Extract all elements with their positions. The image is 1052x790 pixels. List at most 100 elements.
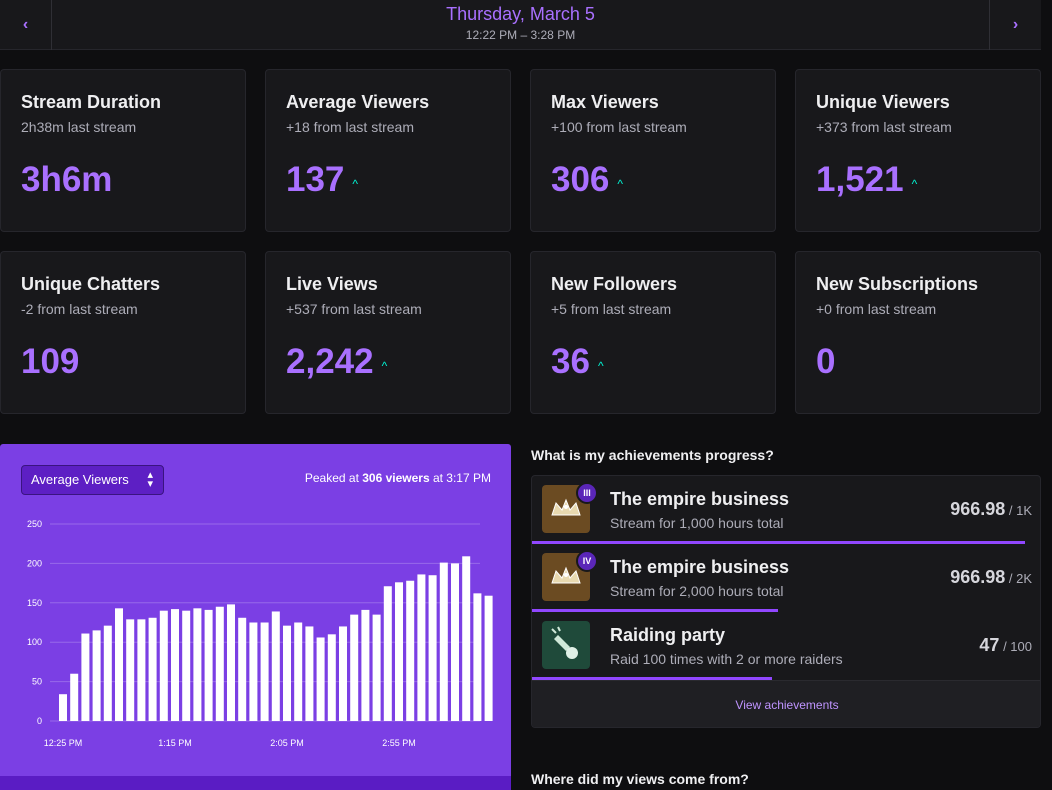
stat-value: 36 (551, 342, 590, 381)
chart-bar[interactable] (327, 634, 336, 721)
stat-comparison: 2h38m last stream (21, 119, 137, 135)
chart-bar[interactable] (227, 604, 235, 721)
achievement-progress-bar (532, 677, 772, 680)
chevron-right-icon: › (1012, 16, 1019, 33)
chart-bar[interactable] (126, 619, 135, 721)
stream-time-range: 12:22 PM – 3:28 PM (465, 28, 576, 42)
chart-bar[interactable] (70, 673, 79, 721)
views-source-heading: Where did my views come from? (531, 771, 749, 787)
peak-suffix: at 3:17 PM (429, 471, 491, 485)
chart-bar[interactable] (305, 626, 314, 721)
chart-bar[interactable] (238, 617, 247, 721)
previous-stream-button[interactable]: ‹ (0, 0, 52, 50)
view-achievements-link[interactable]: View achievements (532, 680, 1040, 727)
stat-title: Stream Duration (21, 92, 162, 112)
chart-bar[interactable] (204, 609, 213, 721)
chart-bar[interactable] (59, 694, 67, 721)
stat-value: 0 (816, 342, 836, 381)
stat-card-unique-chatters: Unique Chatters -2 from last stream 109 (0, 251, 246, 414)
chart-bar[interactable] (294, 622, 303, 722)
chart-bar[interactable] (372, 614, 381, 721)
chart-bar[interactable] (81, 633, 90, 721)
stat-value: 1,521 (816, 160, 904, 199)
chart-bar[interactable] (137, 619, 146, 721)
chart-bar[interactable] (417, 574, 426, 721)
achievement-name: Raiding party (610, 625, 726, 645)
achievement-target: / 1K (1008, 503, 1032, 518)
chart-bar[interactable] (115, 608, 123, 721)
chart-bar[interactable] (473, 593, 482, 721)
stat-title: Unique Viewers (816, 92, 950, 112)
y-tick-label: 150 (27, 598, 42, 608)
achievement-progress: 966.98 / 1K (950, 499, 1032, 520)
chart-bar[interactable] (249, 622, 258, 722)
achievement-item[interactable]: Raiding party Raid 100 times with 2 or m… (532, 612, 1040, 680)
chart-bar[interactable] (159, 610, 168, 721)
crown-icon (542, 553, 590, 601)
tier-badge: III (576, 482, 598, 504)
achievement-name: The empire business (610, 557, 790, 577)
chart-bar[interactable] (361, 609, 370, 721)
stat-value: 137 (286, 160, 345, 199)
stat-value: 109 (21, 342, 80, 381)
achievement-item[interactable]: III The empire business Stream for 1,000… (532, 476, 1040, 544)
trend-up-icon: ^ (911, 176, 918, 191)
peak-prefix: Peaked at (304, 471, 363, 485)
y-tick-label: 200 (27, 558, 42, 568)
metric-select-value: Average Viewers (31, 472, 129, 487)
y-tick-label: 250 (27, 519, 42, 529)
achievement-name: The empire business (610, 489, 790, 509)
chart-bar[interactable] (103, 625, 112, 721)
chart-bar[interactable] (339, 626, 347, 721)
chart-bar[interactable] (439, 562, 448, 721)
stat-value: 306 (551, 160, 610, 199)
chart-bar[interactable] (148, 617, 157, 721)
rocket-icon (542, 621, 590, 669)
stat-card-new-subscriptions: New Subscriptions +0 from last stream 0 (795, 251, 1041, 414)
x-tick-label: 2:05 PM (270, 738, 304, 748)
date-navigation-bar: ‹ Thursday, March 5 12:22 PM – 3:28 PM › (0, 0, 1041, 50)
achievement-progress: 47 / 100 (979, 635, 1032, 656)
chart-bar[interactable] (350, 614, 359, 721)
chart-bar[interactable] (283, 625, 291, 721)
chart-bar[interactable] (215, 606, 224, 721)
y-tick-label: 100 (27, 637, 42, 647)
trend-up-icon: ^ (617, 176, 624, 191)
achievements-heading: What is my achievements progress? (531, 447, 774, 463)
chart-bar[interactable] (271, 611, 280, 721)
x-tick-label: 2:55 PM (382, 738, 416, 748)
achievement-description: Raid 100 times with 2 or more raiders (610, 651, 843, 667)
stat-title: New Subscriptions (816, 274, 979, 294)
stat-card-unique-viewers: Unique Viewers +373 from last stream 1,5… (795, 69, 1041, 232)
chart-bar[interactable] (484, 595, 493, 721)
stat-comparison: +100 from last stream (551, 119, 687, 135)
chart-bar[interactable] (428, 575, 437, 721)
chart-bar[interactable] (395, 582, 403, 721)
chart-bar[interactable] (193, 608, 202, 721)
chart-bar[interactable] (92, 630, 101, 721)
trend-up-icon: ^ (352, 176, 359, 191)
metric-select[interactable]: Average Viewers ▴ ▾ (21, 465, 164, 495)
chart-bar[interactable] (316, 637, 325, 721)
viewers-chart-panel: 0 50 100 150 200 250 12:25 PM 1:15 PM 2:05 PM 2:5… (0, 444, 511, 790)
chart-bar[interactable] (182, 610, 191, 721)
chart-bar[interactable] (260, 622, 269, 722)
chart-bar[interactable] (171, 609, 179, 721)
chart-bar[interactable] (406, 580, 415, 721)
stat-comparison: +373 from last stream (816, 119, 952, 135)
chart-bar[interactable] (451, 563, 459, 721)
stat-card-max-viewers: Max Viewers +100 from last stream 306 ^ (530, 69, 776, 232)
stat-card-average-viewers: Average Viewers +18 from last stream 137… (265, 69, 511, 232)
next-stream-button[interactable]: › (989, 0, 1041, 50)
stat-title: Average Viewers (286, 92, 430, 112)
chart-bar[interactable] (383, 586, 392, 721)
chart-bar[interactable] (462, 556, 471, 721)
select-chevron-icon: ▴ ▾ (147, 469, 153, 490)
achievement-current: 966.98 (950, 499, 1006, 519)
x-tick-label: 1:15 PM (158, 738, 192, 748)
achievement-item[interactable]: IV The empire business Stream for 2,000 … (532, 544, 1040, 612)
stat-title: Max Viewers (551, 92, 659, 112)
trend-up-icon: ^ (381, 358, 388, 373)
peak-value: 306 viewers (362, 471, 430, 485)
crown-icon (542, 485, 590, 533)
